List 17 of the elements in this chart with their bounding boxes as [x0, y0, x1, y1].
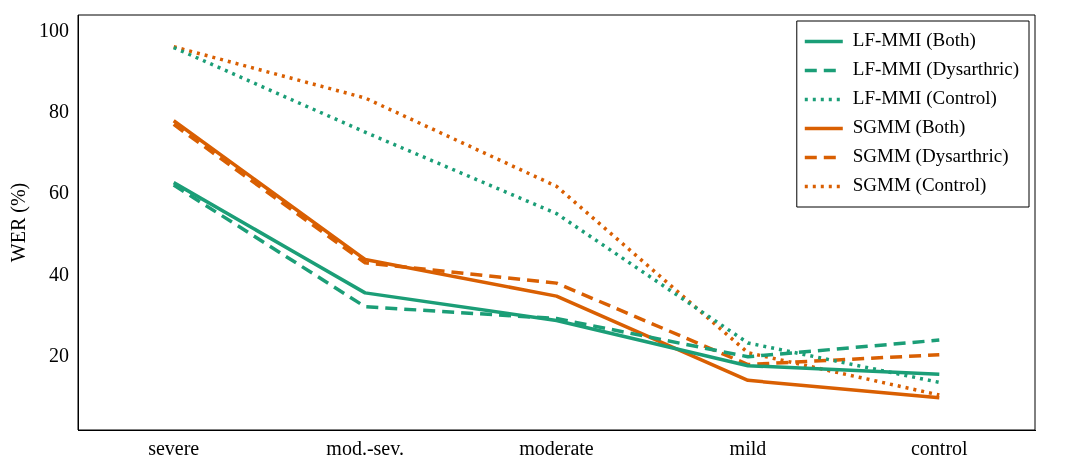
- legend-label: SGMM (Dysarthric): [852, 145, 1009, 168]
- x-tick-label: mild: [729, 437, 767, 460]
- x-tick-label: moderate: [519, 437, 594, 460]
- x-tick-label: control: [910, 437, 969, 460]
- legend-label: SGMM (Both): [852, 116, 966, 139]
- y-tick-label: 60: [49, 181, 69, 204]
- y-tick-label: 100: [39, 18, 69, 41]
- y-axis-title: WER (%): [7, 182, 31, 263]
- x-tick-label: mod.-sev.: [326, 437, 404, 460]
- x-tick-label: severe: [148, 437, 200, 460]
- y-tick-label: 80: [49, 99, 69, 122]
- legend-label: SGMM (Control): [852, 174, 987, 197]
- legend-label: LF-MMI (Dysarthric): [852, 58, 1020, 81]
- legend-label: LF-MMI (Control): [852, 87, 997, 110]
- y-tick-label: 40: [49, 262, 69, 285]
- legend-label: LF-MMI (Both): [852, 29, 976, 52]
- y-tick-label: 20: [49, 344, 69, 367]
